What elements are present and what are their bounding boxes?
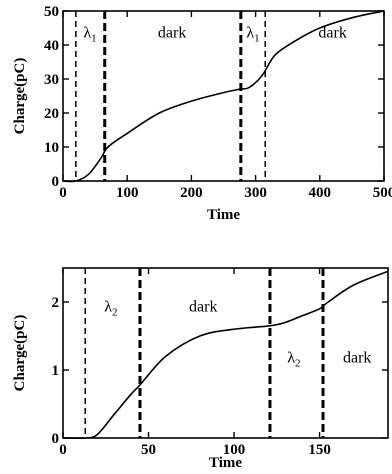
x-tick-label: 400 — [309, 185, 332, 201]
x-tick-label: 100 — [223, 442, 246, 458]
charge-curve — [62, 270, 389, 440]
plot-frame — [62, 10, 385, 182]
y-axis-title: Charge(pC) — [12, 315, 28, 392]
region-label: dark — [189, 298, 217, 315]
y-tick-label: 10 — [44, 140, 59, 156]
y-tick-label: 2 — [52, 295, 60, 311]
x-tick-label: 0 — [59, 185, 67, 201]
region-label: λ2 — [287, 349, 300, 369]
region-label: λ1 — [246, 24, 259, 44]
y-tick-label: 0 — [52, 431, 60, 447]
x-tick-label: 0 — [59, 442, 67, 458]
x-tick-label: 150 — [308, 442, 331, 458]
y-tick-label: 20 — [44, 106, 59, 122]
chart-panel-2: 0 50 100 150 0 1 2 Time Charge(pC) λ2 dark λ2 dark — [12, 267, 389, 471]
x-tick-label: 200 — [180, 185, 203, 201]
x-tick-label: 300 — [244, 185, 267, 201]
region-label: dark — [343, 349, 371, 366]
charge-curve — [62, 10, 385, 183]
y-axis-title: Charge(pC) — [12, 58, 28, 135]
x-axis-title: Time — [209, 455, 242, 471]
y-tick-label: 30 — [44, 72, 59, 88]
region-label: λ1 — [83, 24, 96, 44]
chart-panel-1: 0 100 200 300 400 500 0 10 20 30 40 50 Time Charge(pC… — [12, 4, 392, 223]
y-tick-label: 40 — [44, 38, 59, 54]
region-label: dark — [318, 24, 346, 41]
plot-frame — [62, 267, 389, 439]
region-label: dark — [158, 24, 186, 41]
x-tick-label: 100 — [116, 185, 139, 201]
region-label: λ2 — [104, 298, 117, 318]
y-tick-label: 1 — [52, 363, 60, 379]
x-tick-label: 500 — [373, 185, 392, 201]
y-tick-label: 50 — [44, 4, 59, 20]
y-tick-label: 0 — [52, 174, 60, 190]
x-axis-title: Time — [207, 207, 240, 223]
x-tick-label: 50 — [141, 442, 156, 458]
